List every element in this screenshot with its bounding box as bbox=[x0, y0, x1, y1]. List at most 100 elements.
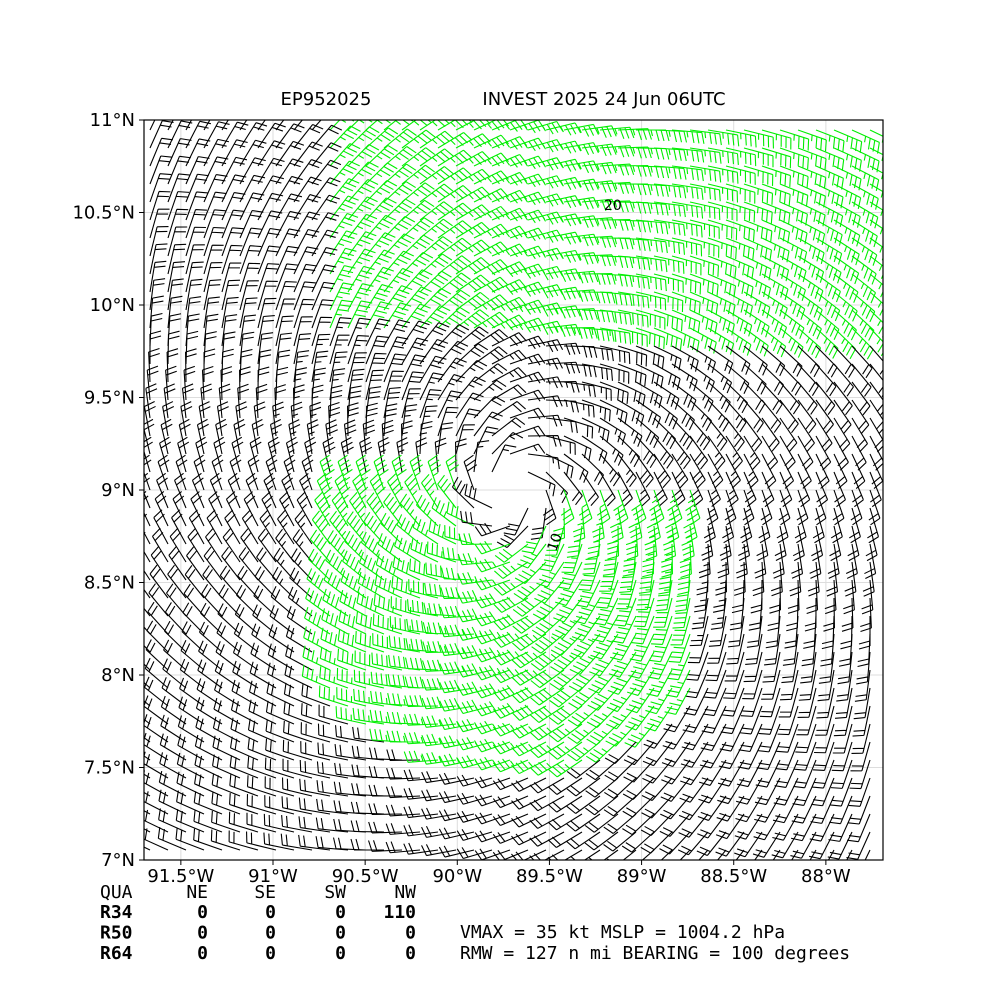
wind-barb bbox=[833, 291, 858, 322]
y-tick-label: 9.5°N bbox=[84, 388, 135, 409]
wind-barb bbox=[269, 605, 295, 635]
wind-barb bbox=[563, 142, 599, 155]
wind-barb bbox=[671, 363, 698, 392]
wind-barb bbox=[851, 255, 877, 285]
wind-barb bbox=[422, 659, 457, 672]
wind-barb bbox=[386, 711, 421, 725]
wind-barb bbox=[148, 583, 169, 617]
wind-barb bbox=[275, 366, 289, 401]
wind-barb bbox=[509, 335, 546, 350]
wind-barb bbox=[869, 345, 883, 378]
wind-barb bbox=[581, 180, 617, 193]
wind-barb bbox=[365, 127, 399, 149]
wind-barb bbox=[385, 786, 421, 799]
wind-barb bbox=[563, 399, 595, 418]
wind-barb bbox=[617, 471, 633, 507]
wind-barb bbox=[264, 776, 295, 797]
wind-barb bbox=[365, 162, 398, 185]
wind-barb bbox=[854, 669, 871, 702]
wind-barb bbox=[710, 597, 727, 630]
wind-barb bbox=[814, 723, 835, 754]
wind-barb bbox=[746, 615, 763, 648]
wind-barb bbox=[162, 401, 175, 437]
wind-barb bbox=[149, 564, 169, 599]
wind-barb bbox=[263, 832, 295, 851]
table-cell: 110 bbox=[383, 902, 416, 923]
wind-barb bbox=[561, 543, 583, 574]
wind-barb bbox=[403, 806, 439, 819]
wind-barb bbox=[185, 209, 207, 239]
wind-barb bbox=[635, 255, 668, 273]
wind-barb bbox=[642, 543, 655, 578]
wind-barb bbox=[847, 525, 860, 562]
wind-barb bbox=[815, 273, 841, 303]
wind-barb bbox=[437, 289, 471, 311]
wind-barb bbox=[386, 749, 421, 761]
wind-barb bbox=[635, 291, 667, 311]
wind-barb bbox=[742, 669, 763, 700]
wind-barb bbox=[329, 160, 360, 185]
wind-barb bbox=[699, 741, 727, 769]
wind-barb bbox=[739, 705, 763, 735]
wind-barb bbox=[493, 649, 529, 666]
wind-barb bbox=[604, 759, 637, 782]
wind-barb bbox=[391, 576, 421, 599]
wind-barb bbox=[857, 633, 871, 668]
chart-title: EP952025 bbox=[281, 89, 372, 110]
wind-barb bbox=[145, 383, 158, 419]
wind-barb bbox=[318, 685, 349, 707]
wind-barb bbox=[365, 232, 396, 257]
wind-barb bbox=[491, 243, 528, 258]
y-tick-label: 11°N bbox=[90, 110, 135, 131]
wind-barb bbox=[689, 291, 719, 316]
wind-barb bbox=[706, 489, 719, 526]
wind-barb bbox=[797, 417, 815, 452]
wind-barb bbox=[836, 669, 853, 702]
wind-barb bbox=[572, 507, 586, 543]
wind-barb bbox=[743, 219, 773, 243]
wind-barb bbox=[298, 797, 331, 815]
wind-barb bbox=[761, 273, 789, 301]
wind-barb bbox=[621, 831, 655, 853]
wind-barb bbox=[671, 237, 703, 257]
wind-barb bbox=[457, 552, 493, 566]
wind-barb bbox=[707, 129, 740, 147]
wind-barb bbox=[617, 381, 646, 407]
wind-barb bbox=[529, 741, 565, 759]
wind-barb bbox=[213, 697, 241, 725]
wind-barb bbox=[212, 716, 241, 743]
wind-barb bbox=[738, 525, 751, 561]
wind-barb bbox=[383, 403, 398, 437]
wind-barb bbox=[323, 569, 349, 599]
wind-barb bbox=[635, 345, 665, 369]
wind-barb bbox=[599, 345, 631, 365]
wind-barb bbox=[797, 183, 826, 208]
wind-barb bbox=[212, 735, 241, 761]
wind-barb bbox=[509, 155, 546, 170]
wind-barb bbox=[438, 772, 475, 785]
wind-barb bbox=[232, 641, 259, 671]
wind-barb bbox=[401, 269, 433, 293]
wind-barb bbox=[385, 841, 421, 854]
wind-barb bbox=[167, 278, 184, 311]
x-tick-label: 91°W bbox=[248, 866, 298, 887]
wind-barb bbox=[334, 744, 367, 761]
wind-barb bbox=[776, 723, 799, 753]
wind-barb bbox=[604, 741, 637, 765]
wind-barb bbox=[473, 205, 509, 221]
wind-barb bbox=[228, 830, 259, 851]
wind-barb bbox=[280, 833, 313, 851]
wind-barb bbox=[725, 183, 756, 204]
wind-barb bbox=[587, 525, 601, 560]
wind-barb bbox=[616, 579, 637, 610]
wind-barb bbox=[403, 787, 439, 800]
wind-barb bbox=[318, 704, 349, 725]
wind-barb bbox=[793, 759, 817, 789]
wind-barb bbox=[294, 510, 313, 545]
wind-barb bbox=[298, 834, 331, 851]
wind-barb bbox=[685, 489, 701, 526]
wind-barb bbox=[180, 640, 205, 671]
wind-barb bbox=[603, 813, 637, 834]
wind-barb bbox=[840, 615, 853, 650]
wind-barb bbox=[343, 419, 357, 455]
